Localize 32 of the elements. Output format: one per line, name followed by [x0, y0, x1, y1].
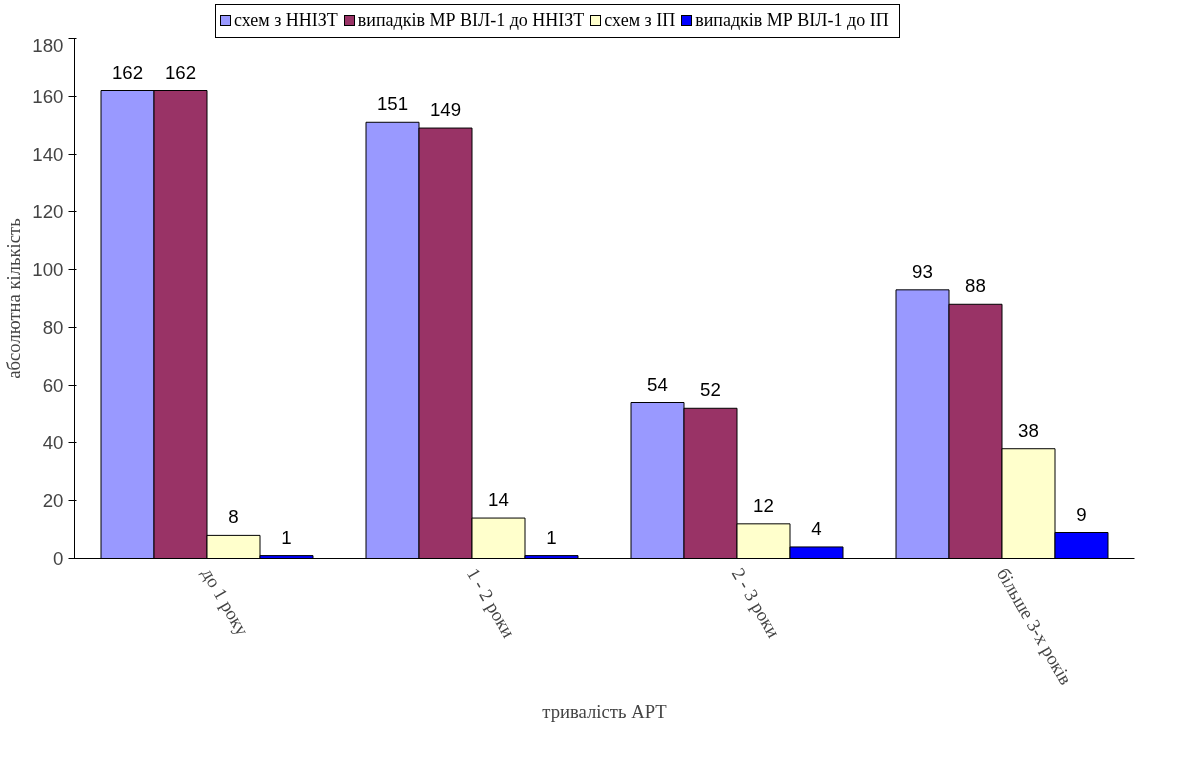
legend-label: випадків МР ВІЛ-1 до ННІЗТ [356, 9, 585, 32]
y-tick-label: 180 [32, 34, 64, 56]
data-label: 8 [228, 506, 239, 528]
legend-label: випадків МР ВІЛ-1 до ІП [694, 9, 889, 32]
y-tick-label: 120 [32, 201, 64, 223]
y-axis-title: абсолютна кількість [3, 218, 25, 379]
y-tick-label: 140 [32, 143, 64, 165]
data-label: 88 [965, 275, 986, 297]
data-label: 9 [1076, 503, 1087, 525]
data-label: 12 [753, 494, 774, 516]
y-tick-label: 20 [42, 490, 64, 512]
y-tick-label: 100 [32, 259, 64, 281]
y-tick-label: 60 [42, 374, 64, 396]
data-label: 149 [429, 99, 462, 121]
data-label: 162 [111, 61, 144, 83]
y-tick-label: 80 [42, 316, 64, 338]
data-label: 1 [281, 526, 292, 548]
data-label: 4 [811, 517, 822, 539]
data-label: 54 [647, 373, 668, 395]
data-label: 1 [546, 526, 557, 548]
x-axis-title: тривалість АРТ [542, 701, 668, 723]
y-tick-label: 0 [53, 548, 64, 570]
y-tick-label: 40 [42, 432, 64, 454]
y-tick-label: 160 [32, 85, 64, 107]
data-label: 38 [1018, 419, 1039, 441]
legend-label: схем з ІП [603, 9, 676, 32]
data-label: 162 [164, 61, 197, 83]
data-label: 151 [376, 93, 409, 115]
data-label: 52 [700, 379, 721, 401]
data-label: 93 [912, 260, 933, 282]
data-label: 14 [488, 489, 509, 511]
legend-label: схем з ННІЗТ [233, 9, 338, 32]
